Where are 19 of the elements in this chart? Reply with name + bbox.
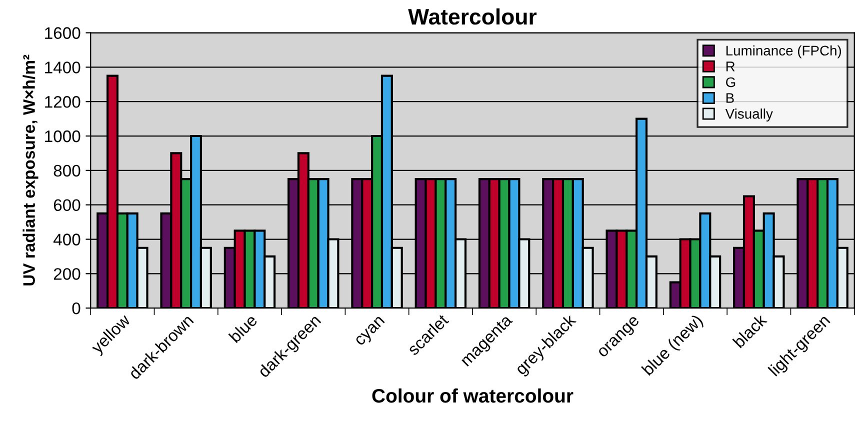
legend-label: Visually — [725, 108, 773, 122]
legend-label: G — [726, 77, 736, 88]
y-tick-label: 600 — [54, 199, 80, 212]
y-tick-label: 0 — [72, 302, 80, 314]
x-tick-label: blue — [228, 313, 258, 344]
y-tick-label: 200 — [54, 268, 80, 280]
legend-label: R — [726, 62, 735, 72]
y-tick-label: 1400 — [45, 62, 80, 74]
chart-title: Watercolour — [408, 8, 537, 25]
y-tick-label: 1000 — [45, 130, 80, 142]
x-axis-title: Colour of watercolour — [372, 388, 574, 403]
y-axis-title: UV radiant exposure, W×h/m² — [22, 54, 38, 286]
y-tick-label: 400 — [53, 234, 80, 246]
legend-label: Luminance (FPCh) — [726, 45, 842, 58]
y-tick-label: 1600 — [45, 27, 80, 39]
y-tick-label: 800 — [54, 164, 80, 177]
legend-label: B — [726, 93, 734, 103]
y-tick-label: 1200 — [45, 96, 80, 108]
x-tick-label: cyan — [354, 316, 388, 348]
